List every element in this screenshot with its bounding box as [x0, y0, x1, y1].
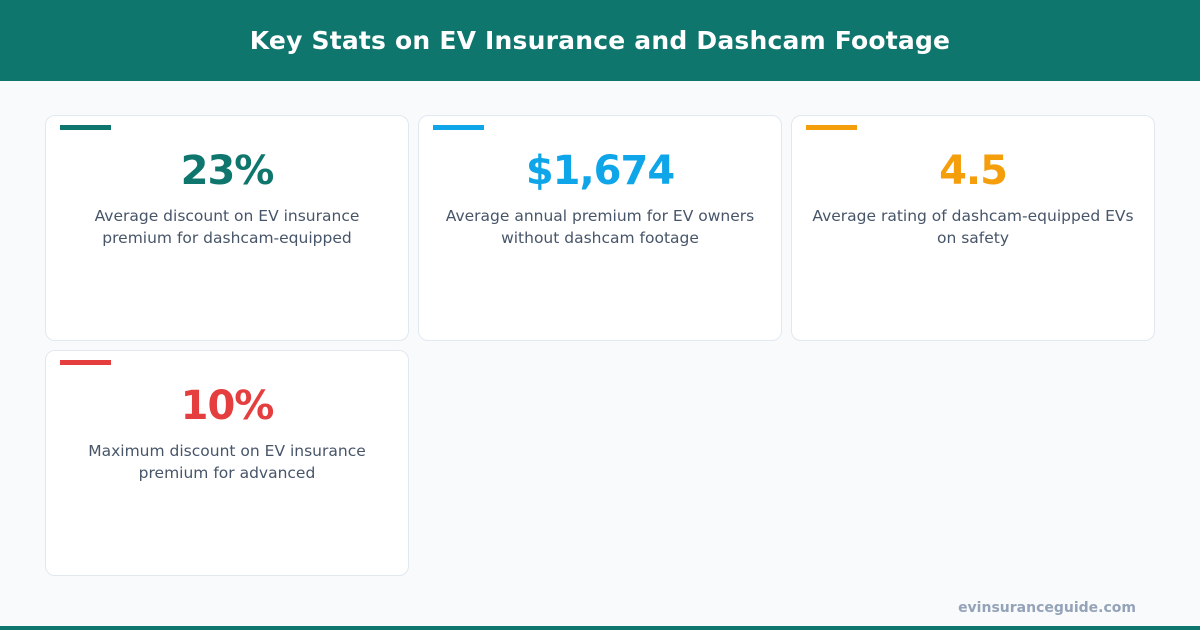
accent-bar — [60, 360, 111, 365]
stat-card: 23% Average discount on EV insurance pre… — [45, 115, 409, 341]
accent-bar — [806, 125, 857, 130]
stat-label: Average discount on EV insurance premium… — [94, 207, 360, 247]
accent-bar — [60, 125, 111, 130]
stat-label: Average rating of dashcam-equipped EVs o… — [812, 207, 1134, 247]
stat-card: 4.5 Average rating of dashcam-equipped E… — [791, 115, 1155, 341]
stat-label: Maximum discount on EV insurance premium… — [88, 442, 366, 482]
stat-value: $1,674 — [525, 148, 675, 194]
accent-bar — [433, 125, 484, 130]
stat-value: 4.5 — [939, 148, 1008, 194]
stat-value: 23% — [180, 148, 275, 194]
page-title: Key Stats on EV Insurance and Dashcam Fo… — [249, 26, 951, 55]
header: Key Stats on EV Insurance and Dashcam Fo… — [0, 0, 1200, 81]
stat-value: 10% — [180, 383, 275, 429]
site-url: evinsuranceguide.com — [958, 600, 1136, 616]
stat-card: $1,674 Average annual premium for EV own… — [418, 115, 782, 341]
stat-card: 10% Maximum discount on EV insurance pre… — [45, 350, 409, 576]
bottom-bar — [0, 626, 1200, 630]
stat-label: Average annual premium for EV owners wit… — [445, 207, 755, 247]
